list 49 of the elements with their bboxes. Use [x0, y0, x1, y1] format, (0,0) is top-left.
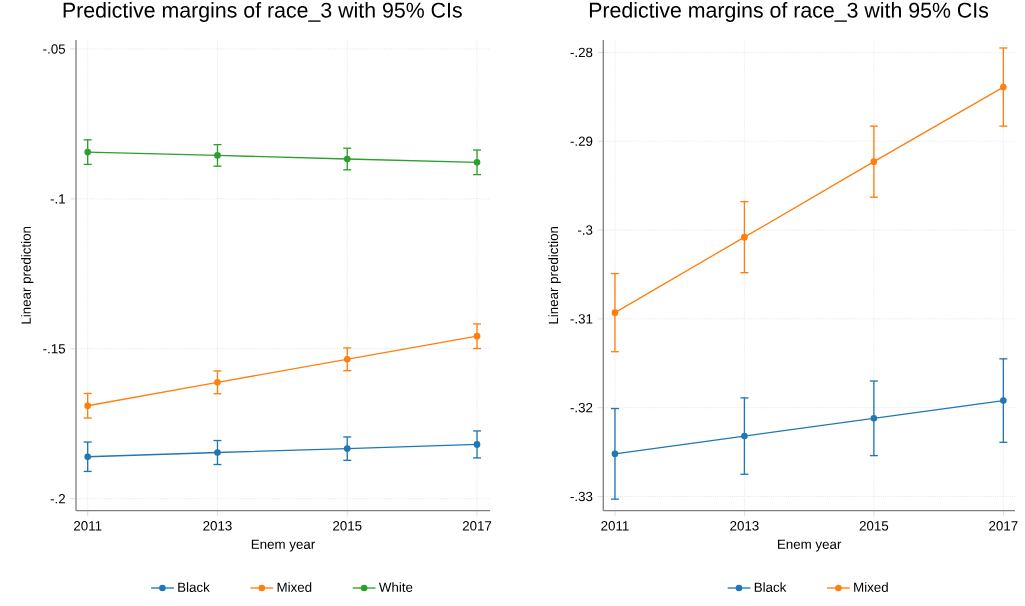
point [870, 414, 878, 422]
point [741, 233, 748, 241]
point [214, 152, 221, 159]
point [611, 450, 619, 458]
legend-label: Mixed [277, 582, 312, 592]
y-tick-label: -.05 [43, 44, 66, 54]
point [1000, 83, 1007, 91]
chart-title: Predictive margins of race_3 with 95% CIs [63, 2, 462, 22]
point [473, 332, 481, 340]
point [214, 449, 221, 456]
point [741, 432, 748, 440]
x-tick-label: 2017 [462, 521, 492, 531]
y-axis-title: Linear prediction [21, 226, 34, 324]
y-tick-label: -.33 [570, 491, 593, 502]
point [611, 309, 619, 316]
y-axis-title: Linear prediction [548, 226, 561, 324]
point [473, 441, 481, 448]
legend-label: Black [178, 582, 210, 592]
legend-label: Mixed [854, 582, 888, 592]
x-tick-label: 2011 [74, 521, 102, 531]
point [214, 379, 221, 386]
point [84, 148, 92, 156]
y-tick-label: -.29 [570, 136, 593, 146]
chart-title: Predictive margins of race_3 with 95% CIs [589, 2, 989, 22]
y-tick-label: -.32 [570, 402, 593, 413]
point [870, 158, 878, 165]
y-tick-label: -.2 [50, 494, 65, 504]
point [1000, 397, 1007, 404]
y-tick-label: -.28 [570, 47, 593, 58]
x-tick-label: 2013 [203, 521, 232, 531]
x-axis-title: Enem year [251, 539, 316, 552]
legend-label: Black [754, 582, 787, 592]
point [343, 445, 351, 452]
point [84, 453, 92, 461]
y-tick-label: -.3 [577, 225, 593, 235]
point [84, 402, 92, 410]
y-tick-label: -.15 [43, 344, 66, 354]
x-tick-label: 2015 [859, 521, 889, 531]
legend-label: White [378, 582, 413, 592]
x-axis-title: Enem year [778, 539, 842, 552]
point [343, 355, 351, 363]
point [473, 158, 481, 166]
x-tick-label: 2013 [730, 521, 759, 531]
x-tick-label: 2015 [333, 521, 362, 531]
point [343, 155, 351, 163]
x-tick-label: 2017 [989, 521, 1018, 531]
y-tick-label: -.1 [50, 194, 65, 204]
x-tick-label: 2011 [601, 521, 629, 531]
y-tick-label: -.31 [570, 314, 593, 324]
